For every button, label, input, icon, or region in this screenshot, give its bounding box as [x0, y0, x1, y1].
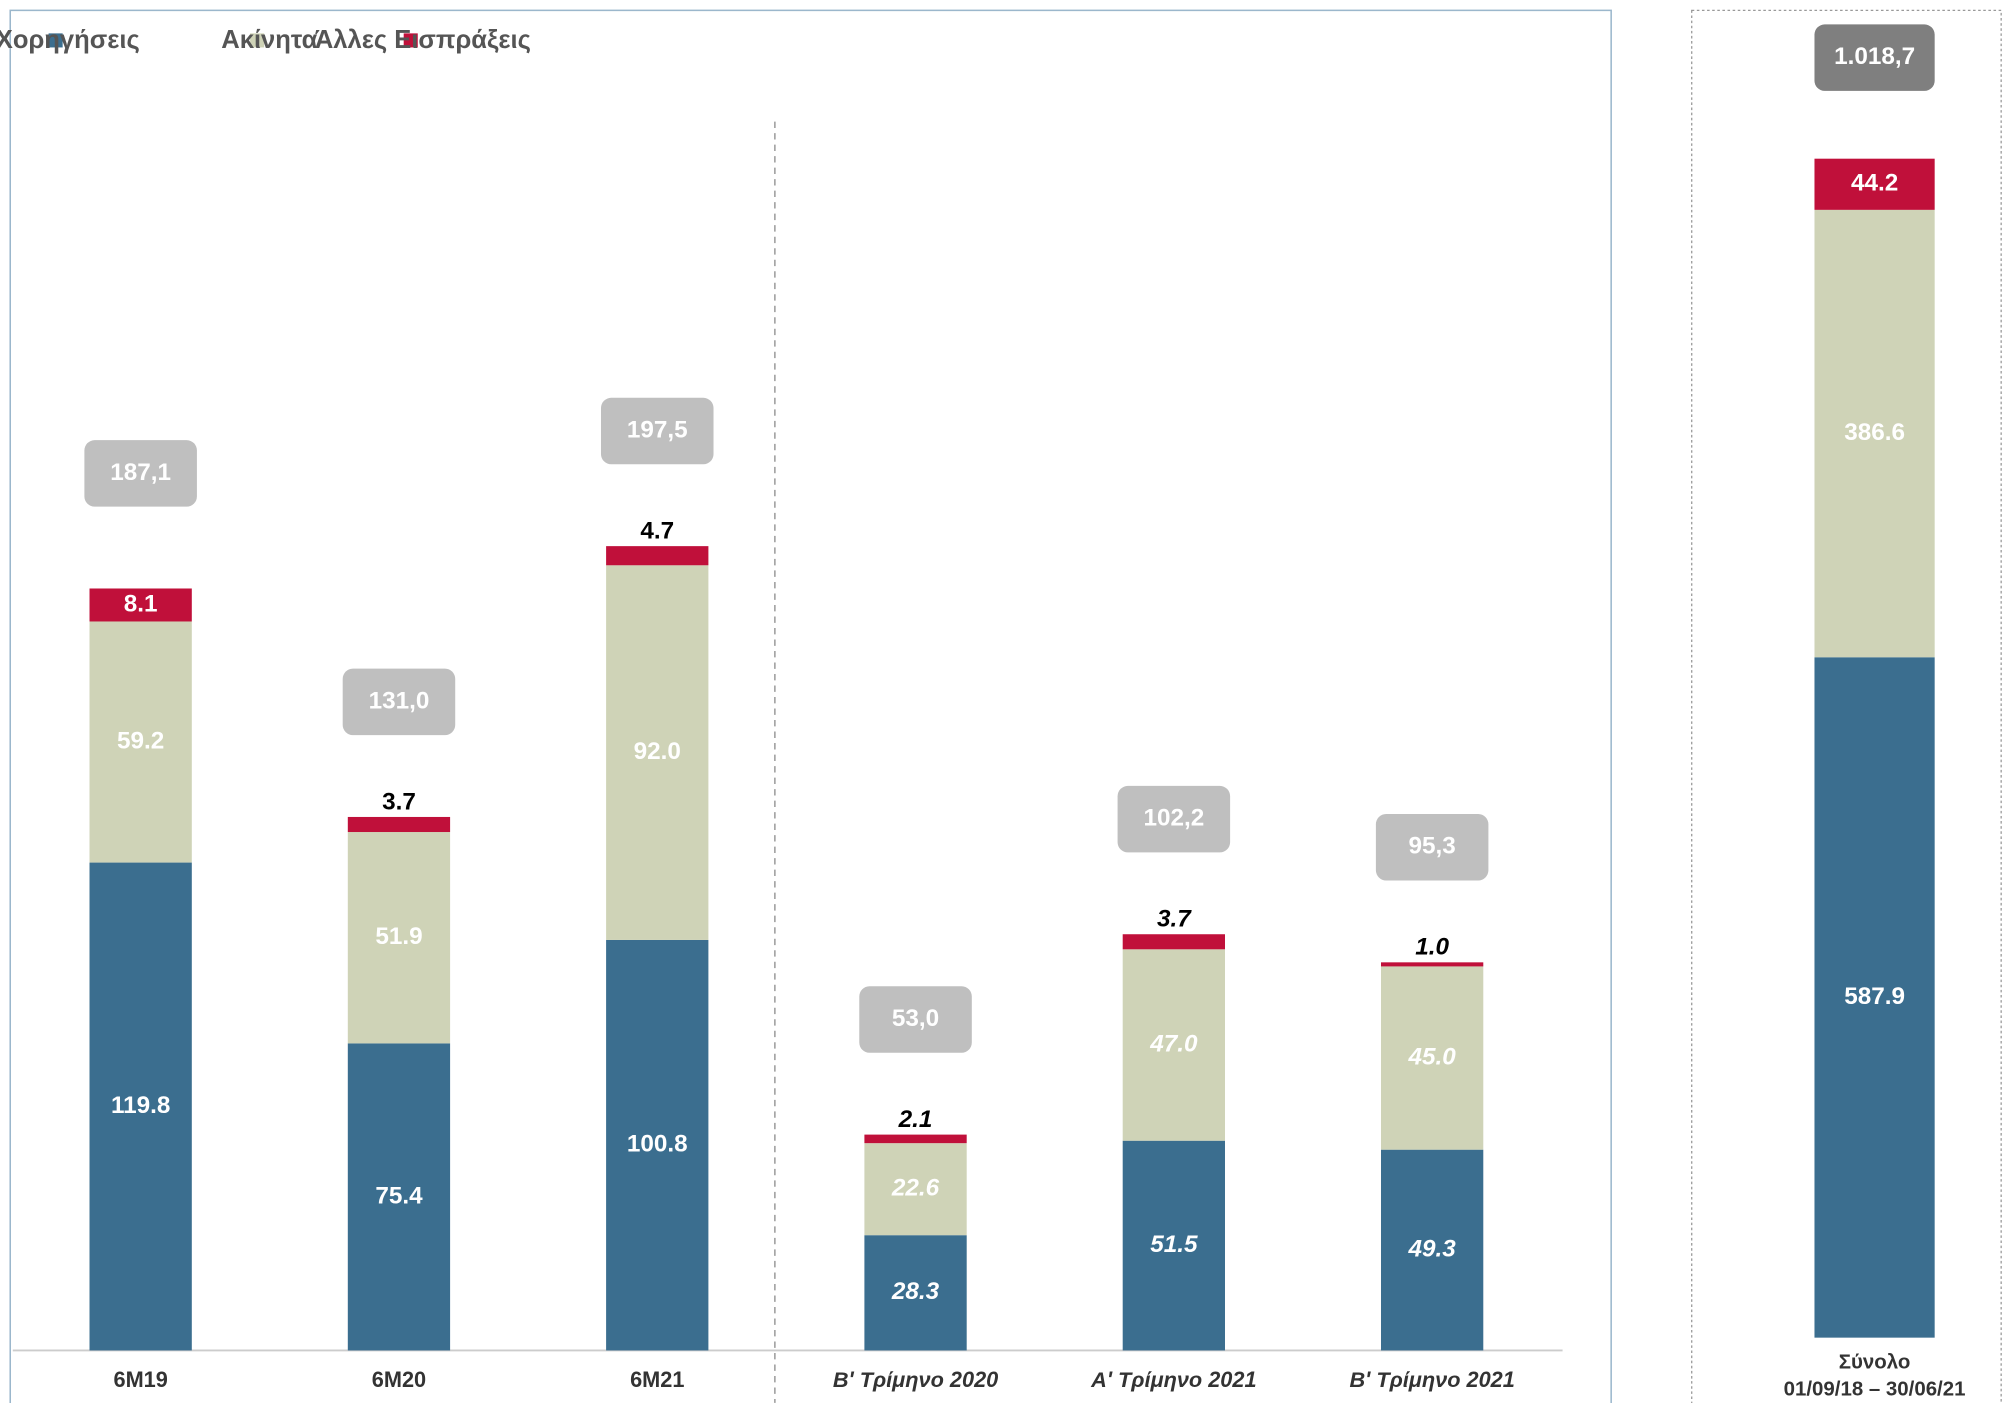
data-label: 8.1: [124, 590, 158, 617]
data-label: 51.9: [375, 923, 422, 950]
data-label: 4.7: [640, 517, 674, 544]
bar-segment: [89, 862, 192, 1351]
chart-frame: [9, 9, 1612, 1408]
data-label: 119.8: [111, 1092, 170, 1119]
legend-swatch: [403, 33, 418, 48]
total-label: 102,2: [1143, 805, 1204, 832]
legend-swatch: [48, 33, 63, 48]
data-label: 2.1: [898, 1106, 933, 1133]
bar-segment: [606, 565, 709, 940]
total-frame: [1691, 9, 2002, 1408]
total-label: 187,1: [110, 459, 171, 486]
bar-segment: [606, 546, 709, 566]
bar-segment: [864, 1143, 967, 1236]
data-label: 51.5: [1150, 1231, 1198, 1258]
data-label: 92.0: [634, 738, 681, 765]
total-box: [1117, 785, 1231, 853]
total-box: [600, 397, 714, 465]
data-label: 22.6: [891, 1175, 940, 1202]
total-label: 131,0: [369, 687, 430, 714]
bar-segment: [1380, 962, 1484, 967]
bar-segment: [864, 1235, 967, 1351]
data-label: 3.7: [382, 788, 416, 815]
legend-swatch: [250, 33, 265, 48]
legend-label: Άλλες Εισπράξεις: [315, 26, 531, 54]
x-tick-label: Σύνολο: [1839, 1351, 1911, 1374]
data-label: 3.7: [1157, 906, 1192, 933]
bar-segment: [89, 588, 192, 622]
total-label: 53,0: [892, 1005, 939, 1032]
data-label: 45.0: [1408, 1043, 1457, 1070]
data-label: 49.3: [1408, 1235, 1457, 1262]
data-label: 59.2: [117, 727, 164, 754]
legend-label: Ακίνητα: [221, 26, 317, 54]
total-label: 1.018,7: [1834, 43, 1915, 70]
x-tick-label: 01/09/18 – 30/06/21: [1784, 1377, 1966, 1400]
total-box: [84, 440, 197, 507]
total-box: [1814, 24, 1935, 91]
bar-segment: [347, 1043, 451, 1351]
data-label: 28.3: [891, 1278, 940, 1305]
bar-segment: [1122, 949, 1225, 1141]
bar-segment: [864, 1134, 967, 1144]
legend-label: Χορηγήσεις: [0, 26, 140, 54]
total-box: [859, 986, 972, 1053]
x-tick-label: 6M21: [630, 1367, 684, 1392]
bar-segment: [347, 816, 451, 833]
x-tick-label: Β' Τρίμηνο 2020: [833, 1367, 998, 1392]
data-label: 386.6: [1844, 419, 1905, 446]
data-label: 1.0: [1415, 934, 1449, 961]
bar-segment: [347, 832, 451, 1044]
total-box: [342, 668, 456, 736]
data-label: 587.9: [1844, 983, 1905, 1010]
x-tick-label: 6M19: [113, 1367, 167, 1392]
bar-segment: [1122, 1140, 1225, 1351]
bar-segment: [1814, 209, 1935, 658]
bar-segment: [1814, 657, 1935, 1338]
bar-segment: [1380, 966, 1484, 1150]
total-box: [1375, 814, 1489, 881]
x-tick-label: Α' Τρίμηνο 2021: [1090, 1367, 1256, 1392]
data-label: 44.2: [1851, 170, 1898, 197]
x-tick-label: Β' Τρίμηνο 2021: [1349, 1367, 1514, 1392]
bar-segment: [1380, 1149, 1484, 1351]
data-label: 100.8: [627, 1131, 688, 1158]
bar-segment: [606, 939, 709, 1351]
x-tick-label: 6M20: [372, 1367, 426, 1392]
bar-segment: [1814, 158, 1935, 210]
total-label: 95,3: [1409, 833, 1456, 860]
bar-segment: [1122, 934, 1225, 950]
data-label: 47.0: [1149, 1030, 1198, 1057]
data-label: 75.4: [375, 1182, 423, 1209]
bar-segment: [89, 621, 192, 863]
total-label: 197,5: [627, 416, 688, 443]
